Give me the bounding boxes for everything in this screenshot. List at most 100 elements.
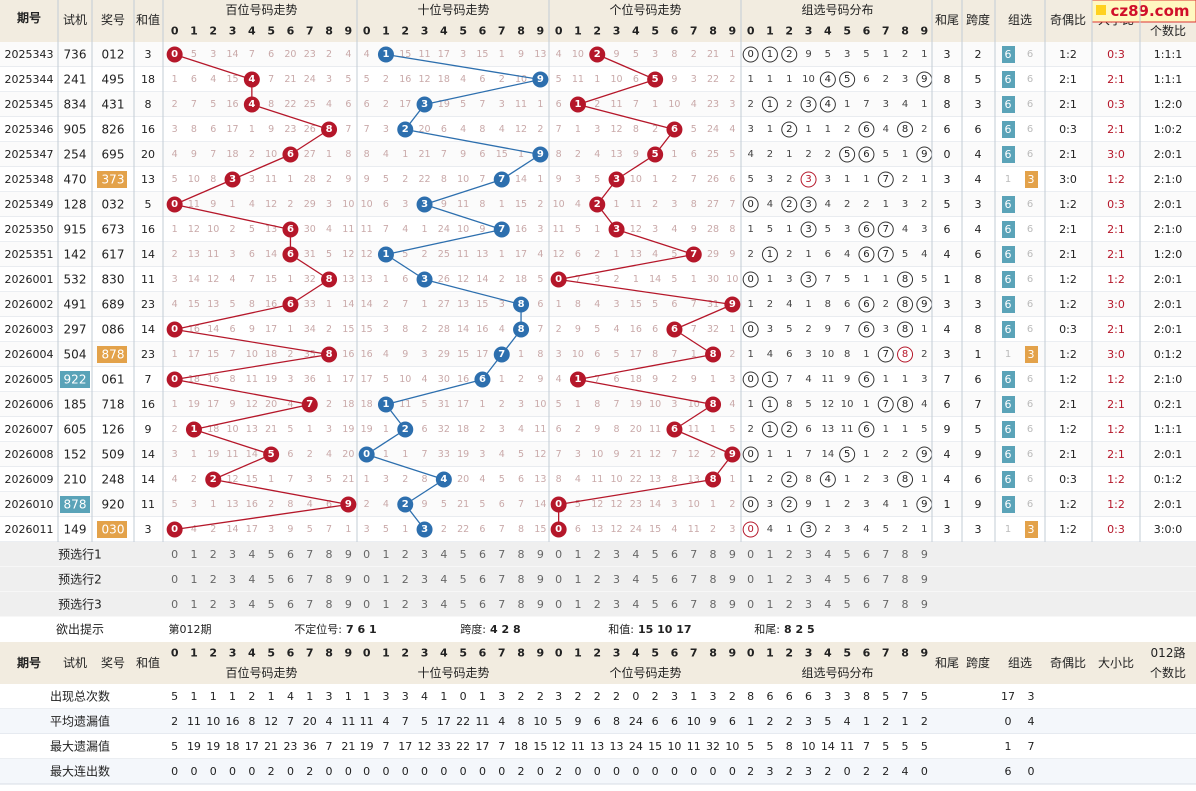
miss-value: 15: [361, 324, 373, 335]
miss-value: 15: [649, 524, 661, 535]
group-miss-value: 3: [883, 99, 889, 110]
miss-value: 1: [518, 149, 524, 160]
group-hit-digit: 6: [863, 324, 869, 335]
miss-value: 20: [419, 124, 431, 135]
trend-ball-digit: 8: [326, 124, 333, 135]
miss-value: 1: [210, 499, 216, 510]
group-hit-circle: [839, 146, 856, 163]
preselect-digit: 0: [171, 598, 178, 611]
miss-value: 3: [479, 449, 485, 460]
preselect-digit: 0: [747, 598, 754, 611]
preselect-digit: 8: [710, 598, 717, 611]
header-digit: 4: [824, 25, 832, 38]
table-row: [0, 342, 1196, 367]
header-trial: 试机: [63, 12, 87, 27]
trend-ball-digit: 6: [671, 424, 678, 435]
miss-value: 6: [479, 524, 485, 535]
preselect-digit: 5: [460, 598, 467, 611]
group-six-badge: [1002, 146, 1015, 163]
group-six-ghost: 6: [1027, 374, 1033, 385]
trend-ball-digit: 8: [710, 474, 717, 485]
group-hit-digit: 9: [921, 74, 927, 85]
cell-award: 061: [102, 373, 125, 387]
miss-value: 20: [630, 424, 642, 435]
cell-trial: 491: [64, 298, 87, 312]
miss-value: 4: [287, 399, 293, 410]
miss-value: 1: [402, 449, 408, 460]
group-miss-value: 7: [844, 324, 850, 335]
miss-value: 3: [556, 349, 562, 360]
group-miss-value: 11: [841, 424, 854, 435]
trend-ball: [493, 171, 510, 188]
group-miss-value: 4: [767, 524, 773, 535]
cell-bigsmall: 1:2: [1107, 423, 1125, 436]
preselect-digit: 6: [479, 548, 486, 561]
cell-sum: 11: [141, 498, 155, 511]
cell-tail: 1: [944, 498, 951, 511]
stats-value: 0: [710, 765, 717, 778]
miss-value: 10: [688, 499, 700, 510]
miss-value: 6: [652, 324, 658, 335]
stats-value: 2: [882, 715, 889, 728]
group-six-text: 6: [1005, 73, 1012, 86]
miss-value: 2: [287, 349, 293, 360]
miss-value: 16: [361, 349, 373, 360]
group-six-text: 6: [1005, 398, 1012, 411]
cell-bigsmall: 2:1: [1107, 248, 1125, 261]
preselect-digit: 3: [613, 548, 620, 561]
group-hit-circle: [761, 96, 778, 113]
cell-tail: 4: [944, 323, 951, 336]
cell-span: 8: [975, 273, 982, 286]
miss-value: 7: [249, 49, 255, 60]
miss-value: 4: [326, 449, 332, 460]
preselect-digit: 1: [766, 573, 773, 586]
trend-ball-digit: 1: [574, 99, 581, 110]
miss-value: 8: [671, 49, 677, 60]
group-six-badge: [1002, 421, 1015, 438]
miss-value: 1: [710, 424, 716, 435]
preselect-digit: 0: [747, 548, 754, 561]
stats-value: 0: [363, 765, 370, 778]
stats-value: 5: [882, 740, 889, 753]
miss-value: 14: [227, 524, 239, 535]
stats-value: 9: [574, 715, 581, 728]
group-miss-value: 1: [902, 424, 908, 435]
cell-bigsmall: 2:1: [1107, 323, 1125, 336]
preselect-digit: 9: [729, 598, 736, 611]
cell-period: 2026005: [5, 373, 54, 386]
group-hit-digit: 0: [747, 374, 753, 385]
miss-value: 4: [345, 49, 351, 60]
footer-digit: 3: [229, 647, 237, 660]
trend-ball: [416, 521, 433, 538]
group-miss-value: 3: [844, 224, 850, 235]
trend-line-u: [577, 103, 675, 131]
miss-value: 7: [691, 174, 697, 185]
miss-value: 13: [246, 424, 258, 435]
miss-value: 6: [230, 324, 236, 335]
miss-value: 17: [399, 99, 411, 110]
stats-value: 12: [264, 715, 278, 728]
stats-value: 24: [629, 740, 643, 753]
miss-value: 4: [479, 474, 485, 485]
group-miss-value: 5: [921, 274, 927, 285]
group-hit-digit: 2: [786, 474, 792, 485]
miss-value: 3: [326, 74, 332, 85]
miss-value: 4: [691, 99, 697, 110]
stats-value: 0: [460, 765, 467, 778]
miss-value: 5: [230, 299, 236, 310]
miss-value: 23: [630, 499, 642, 510]
stats-value: 1: [363, 690, 370, 703]
stats-value: 19: [360, 740, 374, 753]
miss-value: 6: [575, 524, 581, 535]
miss-value: 4: [499, 124, 505, 135]
preselect-digit: 5: [652, 573, 659, 586]
miss-value: 7: [671, 449, 677, 460]
miss-value: 11: [688, 424, 700, 435]
cell-bigsmall: 0:3: [1107, 523, 1125, 536]
stats-value: 0: [594, 765, 601, 778]
stats-value: 8: [747, 690, 754, 703]
miss-value: 5: [441, 499, 447, 510]
group-miss-value: 4: [883, 499, 889, 510]
trend-ball: [340, 496, 357, 513]
miss-value: 22: [457, 524, 469, 535]
